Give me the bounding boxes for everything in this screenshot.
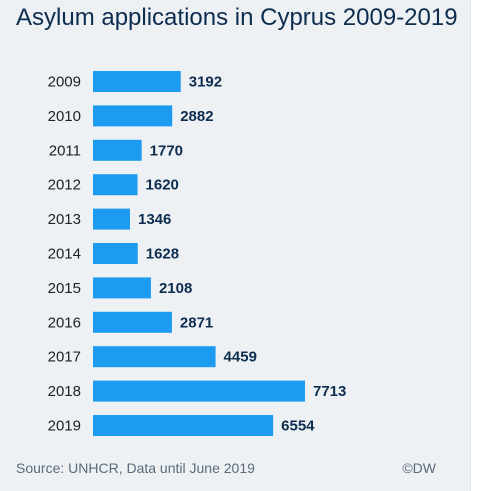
chart-title: Asylum applications in Cyprus 2009-2019 — [16, 4, 458, 31]
divider — [470, 0, 471, 491]
source-note: Source: UNHCR, Data until June 2019 — [16, 460, 255, 476]
category-label: 2009 — [48, 74, 81, 91]
bar-chart: 2009 3192 2010 2882 2011 1770 2012 1620 2013 1346… — [48, 71, 346, 436]
data-label: 2871 — [180, 314, 213, 331]
data-label: 1346 — [138, 211, 171, 228]
category-label: 2015 — [48, 280, 81, 297]
category-label: 2011 — [49, 142, 81, 159]
bar — [93, 415, 274, 436]
bar — [93, 311, 172, 333]
bar — [93, 243, 138, 264]
category-label: 2010 — [48, 108, 81, 125]
bar — [93, 174, 138, 196]
data-label: 6554 — [281, 418, 315, 435]
category-label: 2018 — [48, 383, 81, 400]
category-label: 2014 — [48, 246, 81, 263]
bar — [93, 71, 181, 92]
data-label: 2108 — [159, 280, 192, 297]
bar — [93, 380, 305, 402]
bar — [93, 346, 216, 368]
data-label: 1770 — [150, 142, 183, 159]
data-label: 1628 — [146, 246, 179, 263]
category-label: 2016 — [48, 314, 81, 331]
category-label: 2012 — [48, 177, 81, 194]
category-label: 2017 — [48, 349, 81, 366]
data-label: 4459 — [224, 349, 257, 366]
category-label: 2013 — [48, 211, 81, 228]
chart-card: Asylum applications in Cyprus 2009-2019 … — [0, 0, 470, 491]
bar — [93, 105, 173, 127]
copyright-label: ©DW — [402, 460, 436, 476]
data-label: 1620 — [146, 177, 179, 194]
data-label: 3192 — [189, 74, 222, 91]
bar — [93, 208, 130, 230]
bar — [93, 139, 142, 161]
data-label: 2882 — [180, 108, 213, 125]
data-label: 7713 — [313, 383, 346, 400]
category-label: 2019 — [48, 418, 81, 435]
bar — [93, 277, 151, 299]
